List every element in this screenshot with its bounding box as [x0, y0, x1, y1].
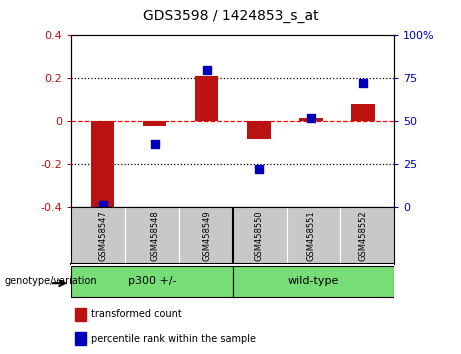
- Bar: [71, 266, 233, 297]
- Bar: [75, 332, 86, 345]
- Bar: [233, 207, 287, 264]
- Bar: [71, 207, 125, 264]
- Bar: [91, 121, 114, 209]
- Text: GSM458548: GSM458548: [150, 210, 159, 261]
- Bar: [247, 121, 271, 139]
- Bar: [351, 104, 375, 121]
- Text: GSM458551: GSM458551: [307, 210, 315, 261]
- Text: transformed count: transformed count: [91, 309, 182, 320]
- Point: [307, 115, 314, 121]
- Point: [359, 81, 366, 86]
- Text: GSM458550: GSM458550: [254, 210, 263, 261]
- Bar: [233, 266, 394, 297]
- Text: GSM458549: GSM458549: [202, 210, 211, 261]
- Bar: [340, 207, 394, 264]
- Text: GDS3598 / 1424853_s_at: GDS3598 / 1424853_s_at: [143, 9, 318, 23]
- Bar: [195, 76, 219, 121]
- Text: wild-type: wild-type: [288, 276, 339, 286]
- Text: genotype/variation: genotype/variation: [5, 276, 97, 286]
- Bar: [125, 207, 179, 264]
- Point: [151, 141, 159, 147]
- Point: [255, 166, 262, 172]
- Text: p300 +/-: p300 +/-: [128, 276, 177, 286]
- Text: GSM458547: GSM458547: [98, 210, 107, 261]
- Bar: [299, 118, 323, 121]
- Text: GSM458552: GSM458552: [358, 210, 367, 261]
- Bar: [287, 207, 340, 264]
- Bar: [179, 207, 233, 264]
- Bar: [143, 121, 166, 126]
- Bar: [75, 308, 86, 321]
- Text: percentile rank within the sample: percentile rank within the sample: [91, 333, 256, 344]
- Point: [203, 67, 211, 73]
- Point: [99, 202, 106, 208]
